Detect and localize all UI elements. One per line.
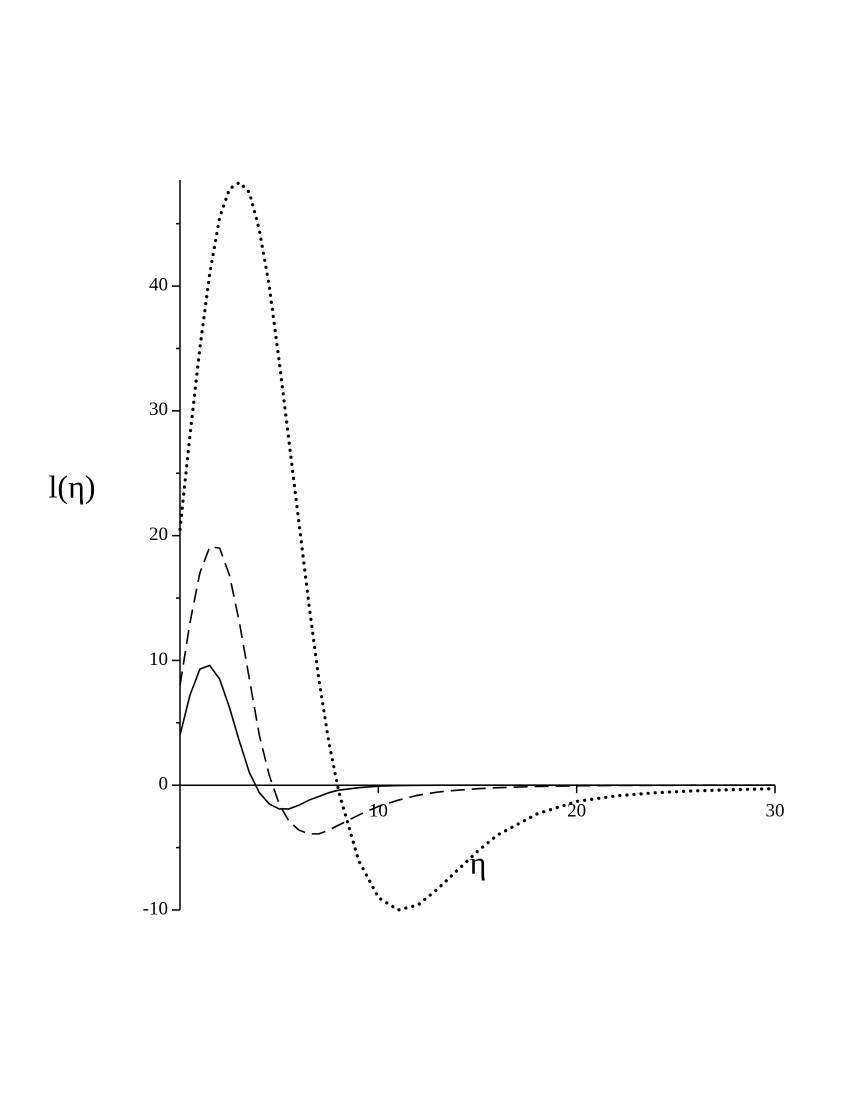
data-line xyxy=(179,664,775,810)
y-axis-label: l(η) xyxy=(49,468,96,504)
y-tick-label: 40 xyxy=(149,274,168,295)
x-tick-label: 10 xyxy=(369,801,388,822)
x-axis-label: η xyxy=(470,844,487,880)
data-line xyxy=(178,180,777,912)
y-tick-label: 10 xyxy=(149,649,168,670)
data-line xyxy=(179,546,775,835)
y-tick-label: -10 xyxy=(143,898,168,919)
x-tick-label: 30 xyxy=(766,801,785,822)
y-tick-label: 0 xyxy=(159,774,169,795)
y-tick-label: 20 xyxy=(149,524,168,545)
x-tick-label: 20 xyxy=(567,801,586,822)
y-tick-label: 30 xyxy=(149,399,168,420)
